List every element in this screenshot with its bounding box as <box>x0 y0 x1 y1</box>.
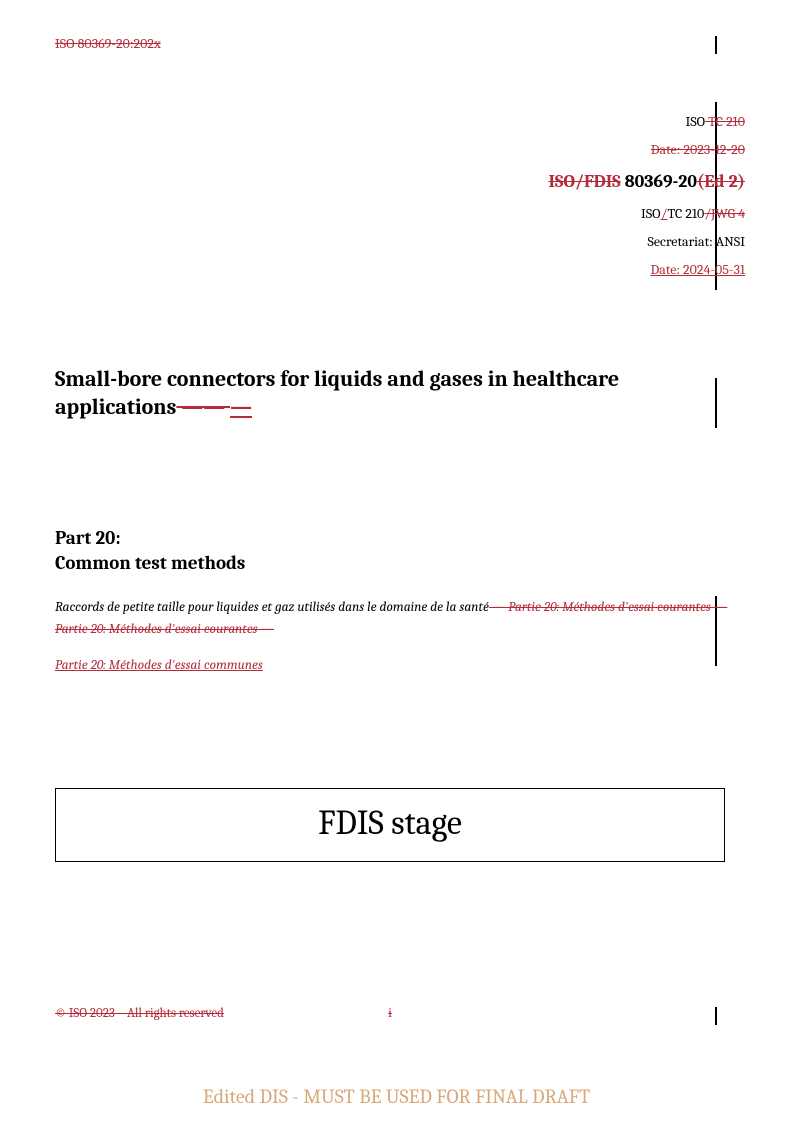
header-metadata: ISO TC 210 Date: 2023-12-20 ISO/FDIS 803… <box>55 108 745 284</box>
title-dash-new: — <box>230 394 252 420</box>
french-line1: Raccords de petite taille pour liquides … <box>55 597 745 640</box>
watermark: Edited DIS - MUST BE USED FOR FINAL DRAF… <box>0 1085 793 1108</box>
doc-number-value: 80369-20 <box>621 171 697 192</box>
title-dash-old: —— <box>176 394 230 420</box>
date-old: Date: 2023-12-20 <box>55 136 745 164</box>
footer-page-number: i <box>55 1006 725 1021</box>
document-title: Small-bore connectors for liquids and ga… <box>55 366 745 421</box>
date-new: Date: 2024-05-31 <box>55 256 745 284</box>
tc-old: TC 210 <box>705 113 745 130</box>
edition-old: (Ed 2) <box>697 171 745 192</box>
stage-box: FDIS stage <box>55 788 725 862</box>
iso-prefix: ISO <box>686 113 706 130</box>
part-label: Part 20: <box>55 526 745 551</box>
tc-line: ISO/TC 210/JWG 4 <box>55 200 745 228</box>
part-title: Part 20: Common test methods <box>55 526 745 575</box>
french-insert: Partie 20: Méthodes d'essai communes <box>55 655 263 677</box>
tc-value: TC 210 <box>667 205 704 222</box>
part-name: Common test methods <box>55 551 745 576</box>
stage-text: FDIS stage <box>318 803 462 843</box>
title-text: Small-bore connectors for liquids and ga… <box>55 366 619 420</box>
old-document-reference: ISO 80369-20:202x <box>55 35 745 52</box>
iso-tc-line-old: ISO TC 210 <box>55 108 745 136</box>
footer: © ISO 2023 – All rights reserved i <box>55 1006 725 1021</box>
tc-iso: ISO <box>641 205 661 222</box>
secretariat: Secretariat: ANSI <box>55 228 745 256</box>
iso-fdis-prefix: ISO/FDIS <box>548 171 620 192</box>
page-content: ISO 80369-20:202x ISO TC 210 Date: 2023-… <box>55 35 745 676</box>
french-title-block: Raccords de petite taille pour liquides … <box>55 597 745 676</box>
title-block: Small-bore connectors for liquids and ga… <box>55 366 745 421</box>
jwg-old: /JWG 4 <box>704 205 745 222</box>
document-number: ISO/FDIS 80369-20(Ed 2) <box>55 164 745 200</box>
part-block: Part 20: Common test methods Raccords de… <box>55 526 745 676</box>
french-keep: Raccords de petite taille pour liquides … <box>55 600 489 615</box>
